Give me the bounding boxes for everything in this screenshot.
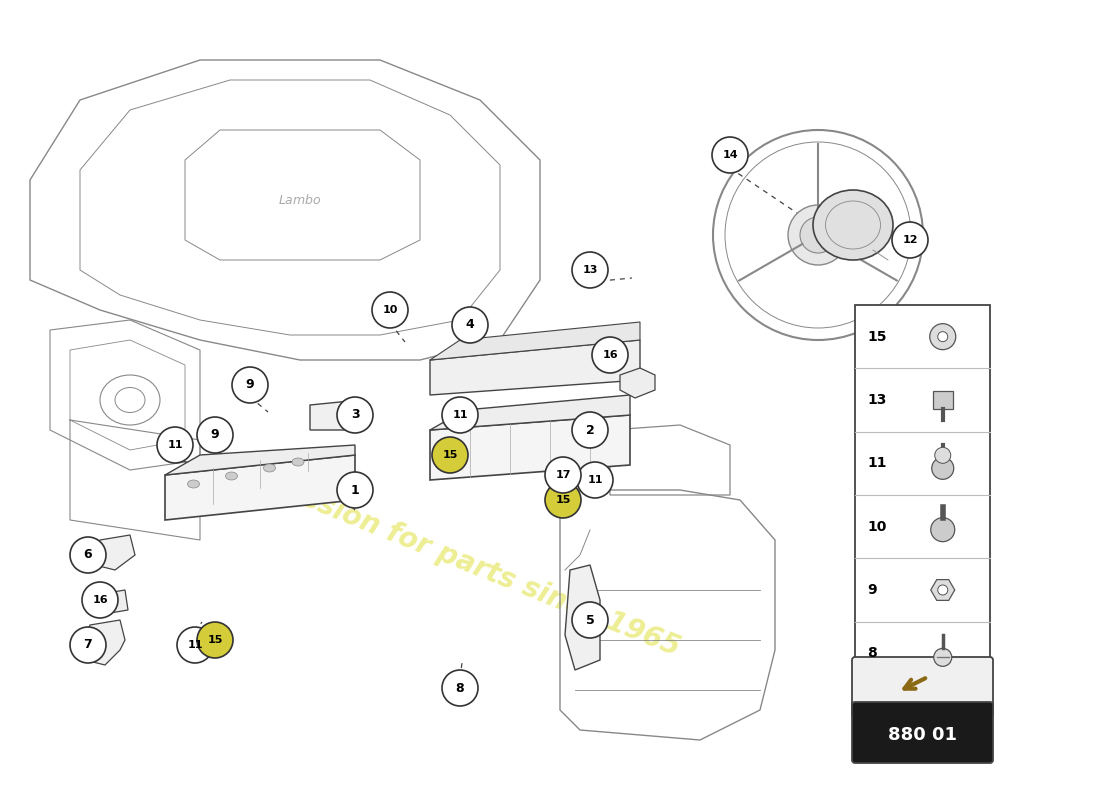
Circle shape [432, 437, 468, 473]
Circle shape [935, 447, 950, 463]
Circle shape [337, 397, 373, 433]
Circle shape [934, 648, 952, 666]
Text: 9: 9 [211, 429, 219, 442]
Text: 14: 14 [723, 150, 738, 160]
Polygon shape [165, 445, 355, 475]
Text: 13: 13 [867, 393, 887, 407]
Text: 1: 1 [351, 483, 360, 497]
Polygon shape [430, 415, 630, 480]
FancyBboxPatch shape [852, 657, 993, 718]
Circle shape [177, 627, 213, 663]
Circle shape [800, 217, 836, 253]
Text: 8: 8 [867, 646, 877, 660]
Text: 7: 7 [84, 638, 92, 651]
Text: 13: 13 [582, 265, 597, 275]
Circle shape [337, 472, 373, 508]
Polygon shape [310, 400, 370, 430]
Text: 10: 10 [383, 305, 398, 315]
Circle shape [932, 458, 954, 479]
Text: 9: 9 [867, 583, 877, 597]
Text: 5: 5 [585, 614, 594, 626]
Text: $\mathit{Lambo}$: $\mathit{Lambo}$ [278, 193, 322, 207]
Circle shape [442, 397, 478, 433]
Polygon shape [565, 565, 600, 670]
Circle shape [578, 462, 613, 498]
Circle shape [70, 537, 106, 573]
Text: 17: 17 [556, 470, 571, 480]
Text: 880 01: 880 01 [888, 726, 957, 744]
Circle shape [157, 427, 192, 463]
Text: 11: 11 [167, 440, 183, 450]
Ellipse shape [292, 458, 304, 466]
Circle shape [544, 482, 581, 518]
Polygon shape [620, 368, 654, 398]
Circle shape [197, 622, 233, 658]
Text: 15: 15 [442, 450, 458, 460]
Polygon shape [430, 340, 640, 395]
FancyBboxPatch shape [855, 305, 990, 685]
Polygon shape [165, 455, 355, 520]
Text: 11: 11 [867, 456, 887, 470]
Circle shape [892, 222, 928, 258]
Circle shape [931, 518, 955, 542]
Text: 11: 11 [587, 475, 603, 485]
Text: 16: 16 [602, 350, 618, 360]
FancyBboxPatch shape [852, 702, 993, 763]
Circle shape [442, 670, 478, 706]
Ellipse shape [813, 190, 893, 260]
Text: 11: 11 [187, 640, 202, 650]
Circle shape [572, 252, 608, 288]
Polygon shape [430, 322, 640, 360]
Text: 15: 15 [867, 330, 887, 344]
Polygon shape [94, 535, 135, 570]
Text: 6: 6 [84, 549, 92, 562]
Circle shape [70, 627, 106, 663]
Text: 2: 2 [585, 423, 594, 437]
Circle shape [232, 367, 268, 403]
Text: 15: 15 [207, 635, 222, 645]
Text: 16: 16 [92, 595, 108, 605]
Text: 15: 15 [556, 495, 571, 505]
Text: a passion for parts since 1965: a passion for parts since 1965 [236, 458, 684, 662]
Circle shape [937, 332, 948, 342]
Circle shape [372, 292, 408, 328]
Polygon shape [82, 620, 125, 665]
Ellipse shape [226, 472, 238, 480]
Polygon shape [430, 395, 630, 430]
Text: 3: 3 [351, 409, 360, 422]
Text: 8: 8 [455, 682, 464, 694]
Circle shape [544, 457, 581, 493]
Text: 12: 12 [902, 235, 917, 245]
Circle shape [712, 137, 748, 173]
Ellipse shape [264, 464, 275, 472]
Text: 11: 11 [452, 410, 468, 420]
Circle shape [452, 307, 488, 343]
Circle shape [930, 324, 956, 350]
Circle shape [592, 337, 628, 373]
Circle shape [197, 417, 233, 453]
Text: 9: 9 [245, 378, 254, 391]
Text: 4: 4 [465, 318, 474, 331]
FancyBboxPatch shape [933, 391, 953, 409]
Circle shape [788, 205, 848, 265]
Circle shape [572, 602, 608, 638]
Ellipse shape [187, 480, 199, 488]
Text: 10: 10 [867, 520, 887, 534]
Circle shape [937, 585, 948, 595]
Polygon shape [931, 580, 955, 600]
Polygon shape [95, 590, 128, 615]
Circle shape [82, 582, 118, 618]
Circle shape [572, 412, 608, 448]
